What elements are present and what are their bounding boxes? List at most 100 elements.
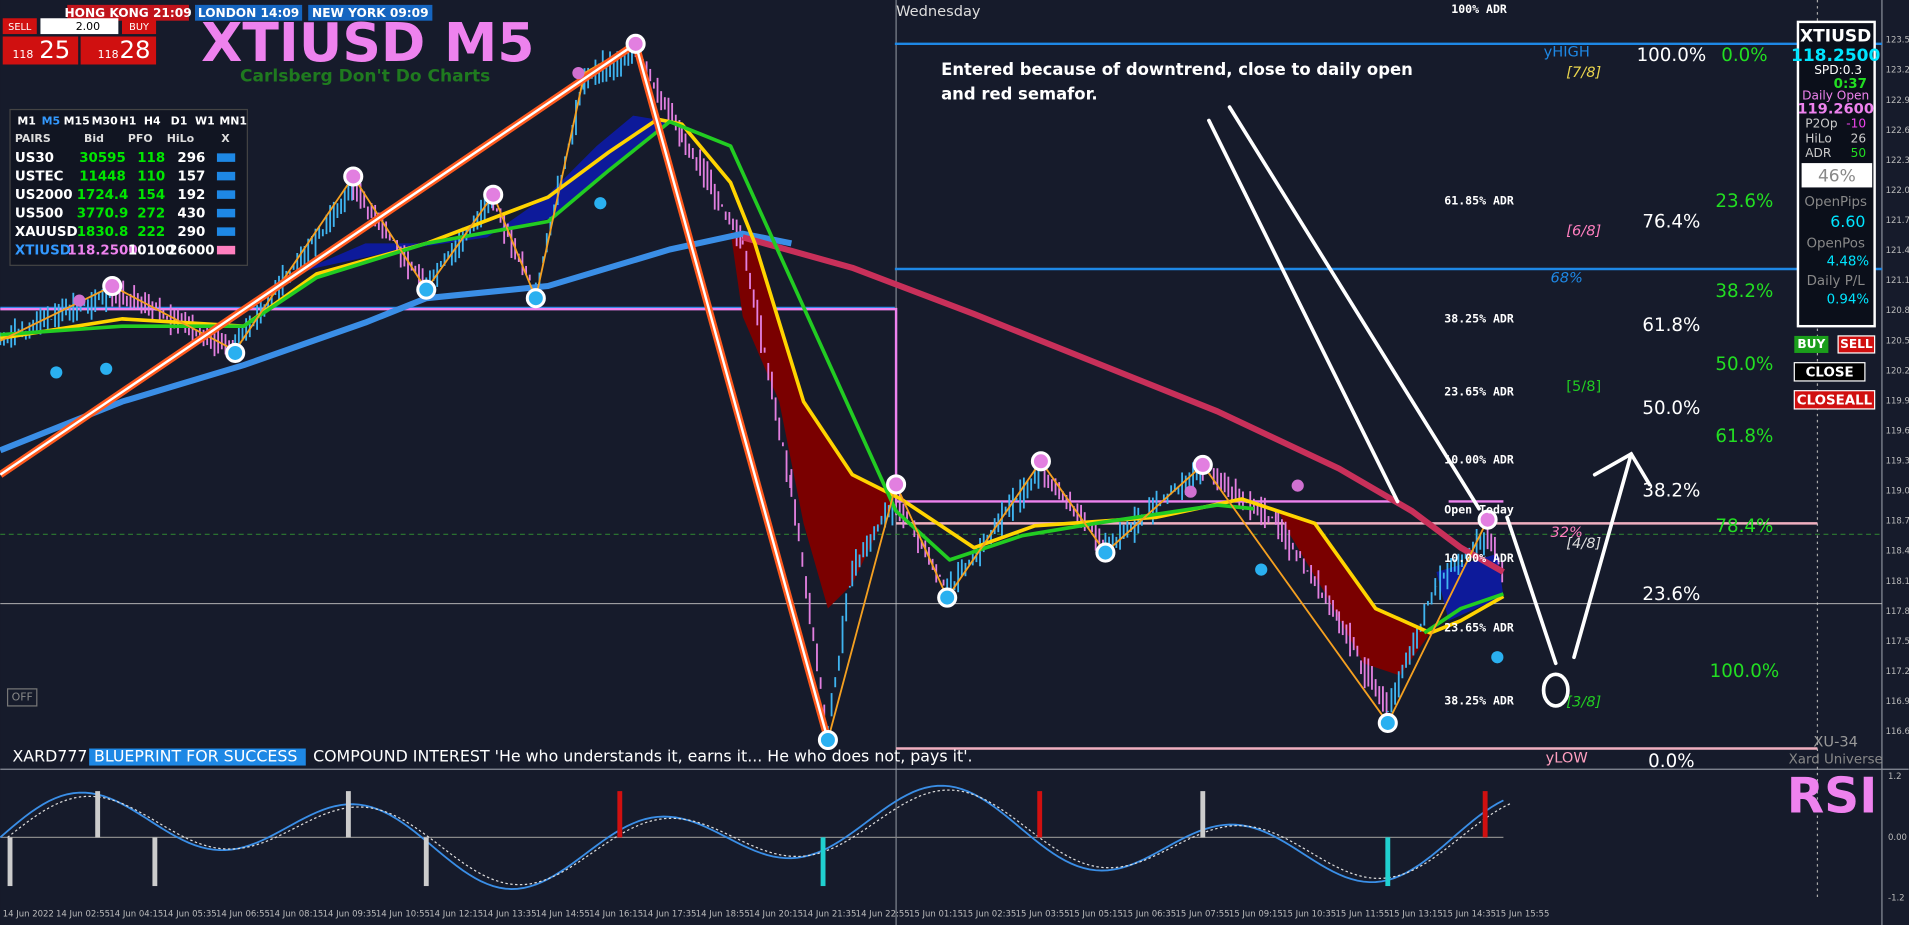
adr-level: 38.25% ADR	[1444, 311, 1514, 325]
lot-size[interactable]: 2.00	[76, 20, 100, 33]
time-axis-label: 15 Jun 13:15	[1389, 910, 1443, 920]
pair-close[interactable]	[216, 208, 236, 218]
rsi-axis-label: 1.2	[1888, 772, 1902, 782]
time-axis-label: 15 Jun 15:55	[1495, 910, 1549, 920]
panel-stat-value: 26	[1851, 131, 1866, 145]
rsi-spike	[1200, 791, 1206, 838]
buy-button[interactable]: BUY	[129, 22, 149, 33]
fib-level: 100.0%	[1637, 45, 1707, 66]
price-axis-label: 121.45	[1886, 246, 1909, 256]
fib-level-green: 61.8%	[1715, 426, 1773, 447]
panel-open-pos-label: OpenPos	[1806, 236, 1864, 251]
panel-daily-pl: 0.94%	[1827, 292, 1870, 307]
panel-stat-label: P2Op	[1805, 117, 1838, 131]
pair-close[interactable]	[216, 171, 236, 181]
price-axis-label: 119.35	[1886, 457, 1909, 467]
buy-order-button[interactable]: BUY	[1797, 337, 1825, 351]
fib-level-green: 23.6%	[1715, 191, 1773, 212]
fib-level-green: 78.4%	[1715, 516, 1773, 537]
pair-hilo: 296	[177, 151, 205, 166]
pair-bid: 11448	[79, 170, 126, 185]
fib-level-green: 0.0%	[1721, 45, 1767, 66]
close-all-button[interactable]: CLOSEALL	[1797, 393, 1873, 408]
rsi-line	[0, 784, 1504, 890]
timeframe-tab[interactable]: M1	[17, 115, 36, 128]
price-axis-label: 119.95	[1886, 396, 1909, 406]
price-axis-label: 122.35	[1886, 156, 1909, 166]
table-header: PAIRS	[15, 132, 51, 145]
panel-symbol: XTIUSD	[1800, 27, 1871, 47]
semafor	[1192, 454, 1213, 475]
panel-daily-pl-label: Daily P/L	[1807, 274, 1866, 289]
time-axis-label: 15 Jun 07:55	[1176, 910, 1230, 920]
session-clock: LONDON 14:09	[198, 6, 299, 20]
price-axis-label: 117.25	[1886, 667, 1909, 677]
timeframe-tab[interactable]: MN1	[219, 115, 247, 128]
pair-name: US2000	[15, 188, 73, 203]
timeframe-tab[interactable]: M15	[64, 115, 90, 128]
time-axis-label: 14 Jun 10:55	[376, 910, 430, 920]
price-axis-label: 119.05	[1886, 487, 1909, 497]
price-axis-label: 117.85	[1886, 607, 1909, 617]
timeframe-tab[interactable]: H1	[120, 115, 137, 128]
adr-level: 61.85% ADR	[1444, 193, 1514, 207]
semafor	[937, 587, 958, 608]
rsi-spike	[95, 791, 101, 838]
footer-brand: XU-34	[1813, 733, 1858, 750]
timeframe-tab[interactable]: H4	[144, 115, 161, 128]
rsi-spike	[423, 837, 429, 887]
semafor	[886, 474, 907, 495]
pair-hilo: 157	[177, 170, 205, 185]
pair-hilo: 26000	[168, 244, 215, 259]
timeframe-tab[interactable]: M5	[42, 115, 61, 128]
price-axis-label: 123.25	[1886, 66, 1909, 76]
price-axis-label: 116.65	[1886, 727, 1909, 737]
timeframe-tab[interactable]: D1	[171, 115, 188, 128]
pair-close[interactable]	[216, 227, 236, 236]
pair-bid: 30595	[79, 151, 126, 166]
banner-brand: XARD777	[12, 747, 87, 766]
price-axis-label: 119.65	[1886, 426, 1909, 436]
price-axis-label: 118.45	[1886, 547, 1909, 557]
price-axis-label: 118.15	[1886, 577, 1909, 587]
rsi-spike	[152, 837, 158, 887]
sell-button[interactable]: SELL	[8, 22, 32, 33]
rsi-panel	[0, 784, 1511, 890]
timeframe-tab[interactable]: M30	[92, 115, 118, 128]
pair-name: US30	[15, 151, 54, 166]
sell-order-button[interactable]: SELL	[1840, 337, 1873, 351]
time-axis-label: 15 Jun 01:15	[909, 910, 963, 920]
timeframe-tab[interactable]: W1	[195, 115, 215, 128]
time-axis-label: 14 Jun 2022	[3, 910, 54, 920]
off-button[interactable]: OFF	[12, 690, 33, 703]
time-axis-label: 15 Jun 03:55	[1016, 910, 1070, 920]
time-axis-label: 15 Jun 10:35	[1282, 910, 1336, 920]
pair-bid: 118.2500	[67, 244, 137, 259]
tagline: Carlsberg Don't Do Charts	[240, 67, 490, 87]
pair-close[interactable]	[216, 190, 236, 199]
rsi-spike	[820, 837, 826, 887]
pair-close[interactable]	[216, 245, 236, 255]
time-axis-label: 15 Jun 09:15	[1229, 910, 1283, 920]
octave-level: 68%	[1550, 270, 1582, 287]
footer-brand: Xard Universe	[1789, 752, 1883, 767]
buy-price-prefix: 118	[98, 48, 119, 61]
adr-level: Open Today	[1444, 502, 1514, 516]
pair-bid: 3770.9	[77, 207, 129, 222]
semafor	[343, 166, 364, 187]
panel-stat-value: -10	[1846, 117, 1866, 131]
time-axis-label: 14 Jun 14:55	[536, 910, 590, 920]
pair-pfo: 118	[137, 151, 165, 166]
panel-label: Daily Open	[1802, 89, 1869, 103]
pair-hilo: 192	[177, 188, 205, 203]
pair-close[interactable]	[216, 153, 236, 162]
indicator-label: RSI	[1787, 769, 1878, 825]
close-button[interactable]: CLOSE	[1806, 365, 1854, 380]
panel-open-pips: 6.60	[1830, 212, 1865, 231]
price-axis-label: 116.95	[1886, 697, 1909, 707]
rsi-spike	[345, 791, 351, 838]
semafor	[1477, 509, 1498, 530]
pair-pfo: 154	[137, 188, 165, 203]
fib-level: 0.0%	[1648, 751, 1694, 772]
